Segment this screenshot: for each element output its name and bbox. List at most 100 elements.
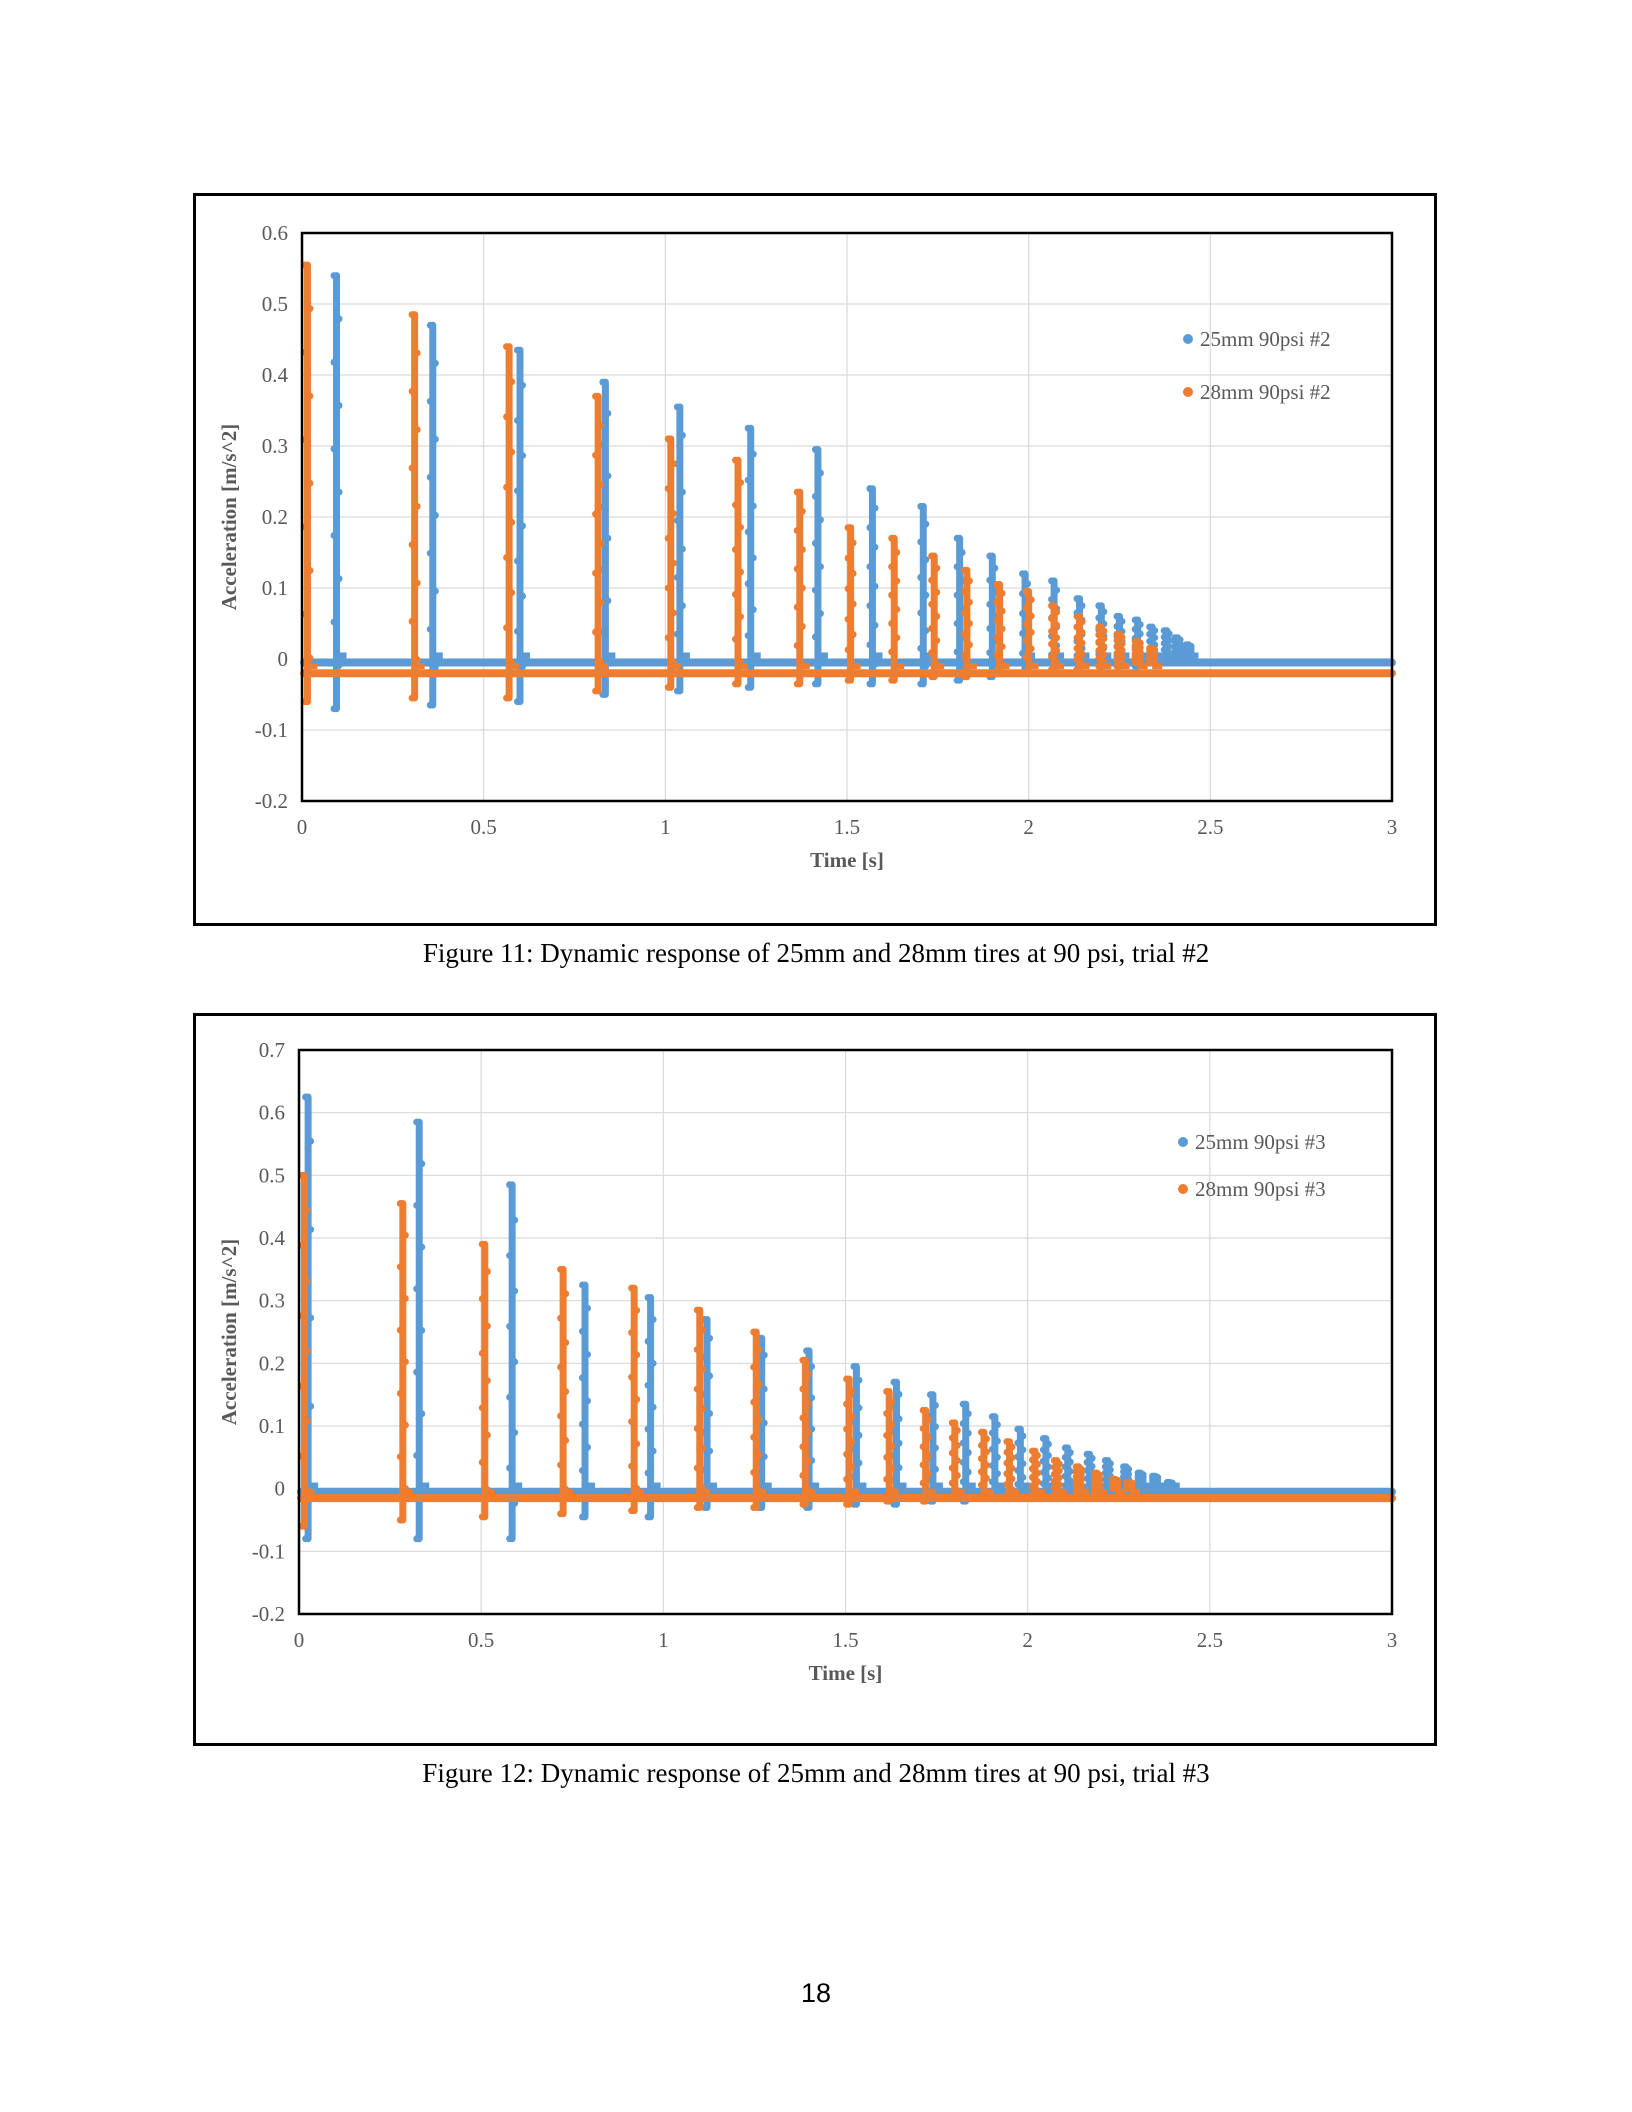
data-point (749, 554, 757, 562)
data-point (698, 1326, 706, 1334)
data-point (888, 620, 896, 627)
data-point (1165, 630, 1173, 638)
data-point (706, 1409, 714, 1417)
data-point (855, 1459, 863, 1467)
data-point (1118, 653, 1126, 661)
data-point (1095, 654, 1103, 662)
data-point (1160, 627, 1168, 635)
data-point (1146, 637, 1154, 645)
data-point (597, 422, 605, 430)
data-point (426, 549, 434, 557)
data-point (888, 648, 896, 656)
data-point (986, 649, 994, 657)
data-point (1039, 1480, 1047, 1488)
data-point (693, 1346, 701, 1354)
data-point (1095, 646, 1103, 654)
data-point (1101, 1482, 1109, 1490)
data-point (1083, 1483, 1091, 1491)
data-point (959, 1478, 967, 1486)
data-point (335, 488, 343, 496)
data-point (977, 1481, 985, 1489)
data-point (1160, 646, 1168, 654)
data-point (924, 1470, 932, 1478)
data-point (1078, 650, 1086, 658)
data-point (431, 587, 439, 595)
data-point (732, 590, 739, 598)
data-point (1146, 623, 1154, 631)
data-point (888, 1464, 896, 1472)
data-point (669, 559, 677, 567)
data-point (673, 573, 681, 581)
data-point (953, 648, 961, 656)
data-point (808, 1362, 816, 1370)
data-point (917, 680, 925, 688)
data-point (1028, 1465, 1036, 1473)
data-point (306, 305, 314, 313)
data-point (678, 602, 686, 610)
data-point (1048, 602, 1056, 610)
data-point (883, 1388, 891, 1396)
data-point (706, 1372, 714, 1380)
data-point (948, 1494, 956, 1502)
data-point (888, 1399, 896, 1406)
data-point (503, 343, 511, 351)
data-point (998, 625, 1006, 633)
data-point (579, 1281, 587, 1289)
data-point (855, 1404, 863, 1412)
data-point (919, 1406, 927, 1414)
data-point (633, 1351, 641, 1359)
data-point (413, 1368, 421, 1376)
data-point (760, 1385, 768, 1393)
data-point (993, 1453, 1001, 1461)
data-point (1003, 1438, 1011, 1446)
data-point (519, 381, 526, 389)
data-point (893, 549, 901, 556)
data-point (1022, 588, 1030, 596)
data-point (673, 403, 681, 411)
data-point (793, 565, 801, 573)
data-point (977, 1441, 985, 1449)
data-point (737, 613, 744, 621)
data-point (1050, 1484, 1058, 1492)
data-point (1131, 637, 1139, 645)
y-tick-label: -0.1 (252, 1539, 285, 1563)
data-point (562, 1339, 570, 1347)
data-point (793, 488, 801, 496)
data-point (511, 1287, 519, 1295)
x-tick-label: 1.5 (832, 1628, 858, 1652)
data-point (988, 1461, 996, 1469)
data-point (917, 502, 925, 510)
data-point (816, 516, 824, 524)
data-point (798, 546, 806, 554)
data-point (698, 1405, 706, 1413)
data-point (579, 1374, 587, 1382)
data-point (408, 541, 416, 549)
data-point (843, 1500, 851, 1508)
data-point (993, 616, 1001, 624)
data-point (478, 1349, 486, 1357)
data-point (1050, 1477, 1058, 1485)
data-point (737, 523, 744, 531)
legend-marker (1183, 387, 1193, 397)
data-point (924, 1415, 932, 1423)
data-point (948, 1464, 956, 1472)
data-point (401, 1421, 409, 1429)
data-point (604, 534, 612, 542)
data-point (866, 524, 874, 532)
data-point (1095, 662, 1103, 670)
data-point (1039, 1457, 1047, 1465)
data-point (508, 378, 516, 386)
page-number: 18 (800, 1978, 832, 2008)
data-point (584, 1351, 592, 1359)
data-point (506, 1322, 514, 1330)
data-point (562, 1436, 570, 1444)
data-point (1095, 631, 1103, 639)
data-point (673, 687, 681, 695)
data-point (1008, 1464, 1016, 1472)
data-point (1027, 612, 1035, 620)
data-point (844, 676, 852, 684)
data-point (1008, 1443, 1016, 1451)
data-point (1118, 617, 1126, 625)
data-point (1048, 666, 1056, 674)
data-point (895, 1464, 903, 1472)
